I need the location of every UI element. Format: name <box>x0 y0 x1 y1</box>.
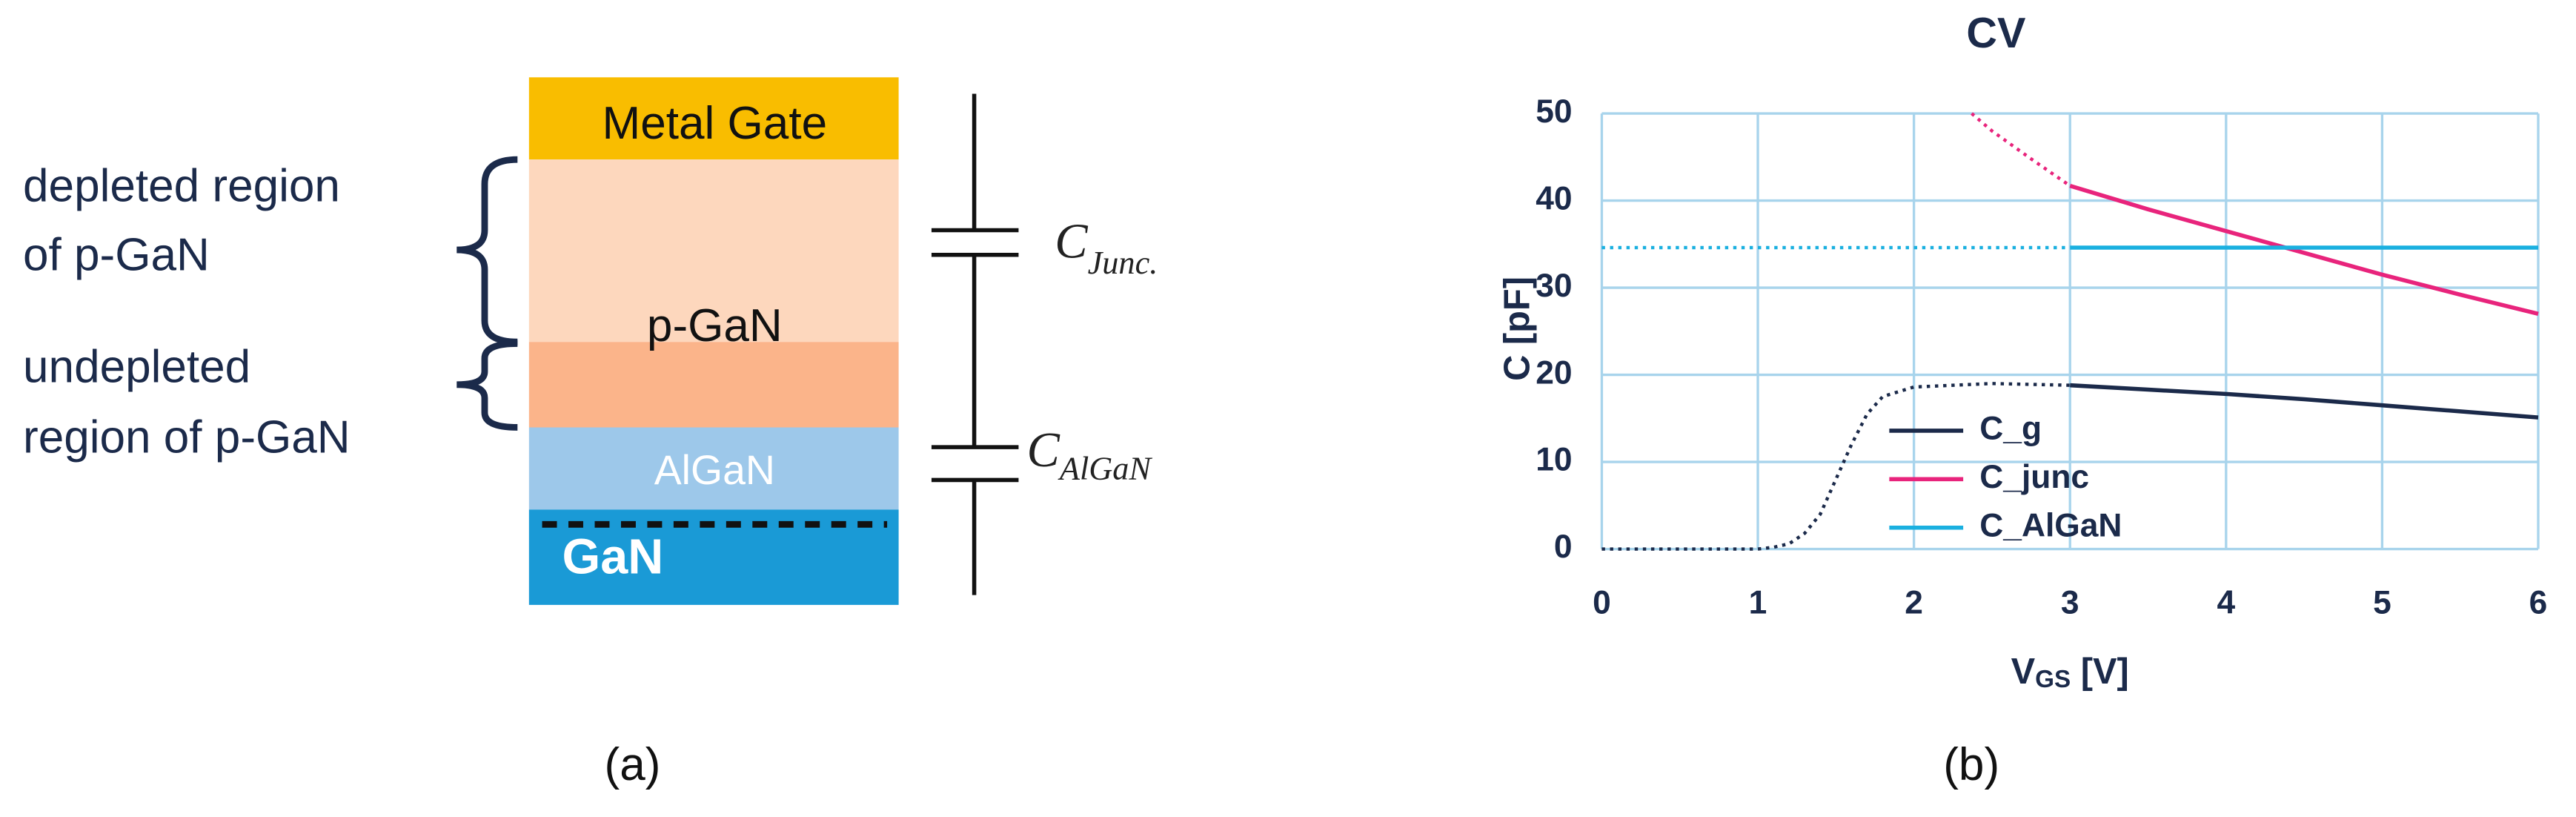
legend-label: C_junc <box>1979 459 2089 495</box>
region-label: of p-GaN <box>23 230 210 281</box>
y-tick-label: 40 <box>1536 180 1572 216</box>
depleted-layer <box>528 159 899 343</box>
cap-label: CJunc. <box>1055 215 1158 282</box>
algan-layer <box>528 427 899 510</box>
caption: (b) <box>1943 739 1999 790</box>
legend-label: C_AlGaN <box>1979 507 2122 543</box>
x-label-unit: [V] <box>2071 652 2129 692</box>
x-tick-label: 3 <box>2061 585 2079 621</box>
y-axis-label: C [pF] <box>1497 277 1537 381</box>
plot: 0 1 2 3 4 5 6 0 10 20 30 40 50 C_g C_junc C_AlGaN <box>1536 93 2547 621</box>
layer-label: Metal Gate <box>602 98 828 149</box>
chart-title: CV <box>1966 10 2026 57</box>
x-tick-label: 4 <box>2217 585 2235 621</box>
x-tick-label: 5 <box>2373 585 2391 621</box>
series-line-dotted <box>1601 382 2071 551</box>
x-tick-label: 6 <box>2529 585 2548 621</box>
caption: (a) <box>605 739 661 790</box>
x-tick-label: 0 <box>1593 585 1611 621</box>
cap-label: CAlGaN <box>1027 423 1153 486</box>
layer-label: AlGaN <box>654 447 775 493</box>
series-line <box>2069 183 2539 317</box>
cap-main: C <box>1027 423 1060 477</box>
cap-sub: AlGaN <box>1058 450 1153 487</box>
x-tick-label: 1 <box>1749 585 1767 621</box>
x-tick-label: 2 <box>1905 585 1923 621</box>
x-axis-label: VGS [V] <box>2011 652 2129 693</box>
cap-main: C <box>1055 215 1088 269</box>
y-tick-label: 30 <box>1536 268 1572 304</box>
region-label: undepleted <box>23 341 250 392</box>
capacitor-circuit <box>931 93 1019 595</box>
brace <box>457 156 518 345</box>
y-tick-label: 10 <box>1536 442 1572 478</box>
y-tick-label: 50 <box>1536 93 1572 130</box>
y-tick-label: 0 <box>1554 529 1573 565</box>
undepleted-layer <box>528 342 899 428</box>
layer-label: GaN <box>562 530 664 585</box>
brace <box>457 340 518 431</box>
x-label-sub: GS <box>2035 666 2071 693</box>
series-line <box>2070 383 2539 420</box>
region-label: depleted region <box>23 160 340 211</box>
legend-label: C_g <box>1979 411 2042 447</box>
series-line-dotted <box>1971 112 2071 188</box>
metal-gate-layer <box>528 77 899 160</box>
x-label-main: V <box>2011 652 2036 692</box>
layer-label: p-GaN <box>647 300 783 351</box>
y-tick-label: 20 <box>1536 354 1572 391</box>
region-label: region of p-GaN <box>23 412 351 463</box>
cap-sub: Junc. <box>1088 244 1158 281</box>
